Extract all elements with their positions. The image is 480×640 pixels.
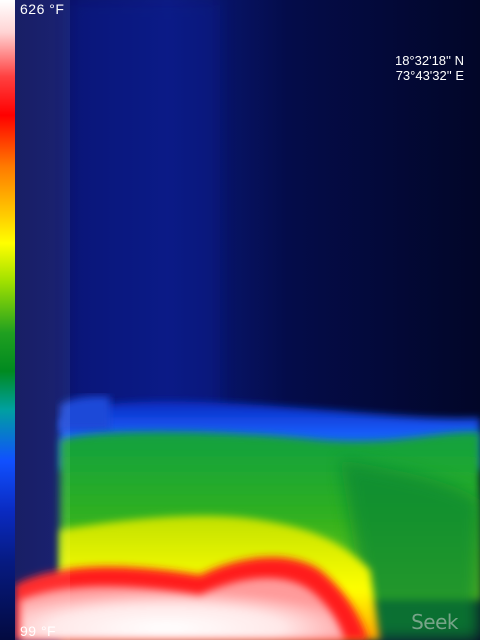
min-temperature-label: 99 °F: [20, 623, 57, 639]
max-temperature-label: 626 °F: [20, 1, 65, 17]
gps-coordinates: 18°32'18'' N 73°43'32'' E: [395, 53, 464, 83]
scale-overlay: [15, 0, 70, 640]
seek-logo: Seek: [411, 610, 458, 634]
longitude-label: 73°43'32'' E: [395, 68, 464, 83]
latitude-label: 18°32'18'' N: [394, 53, 464, 68]
color-scale-bar: [0, 0, 15, 640]
